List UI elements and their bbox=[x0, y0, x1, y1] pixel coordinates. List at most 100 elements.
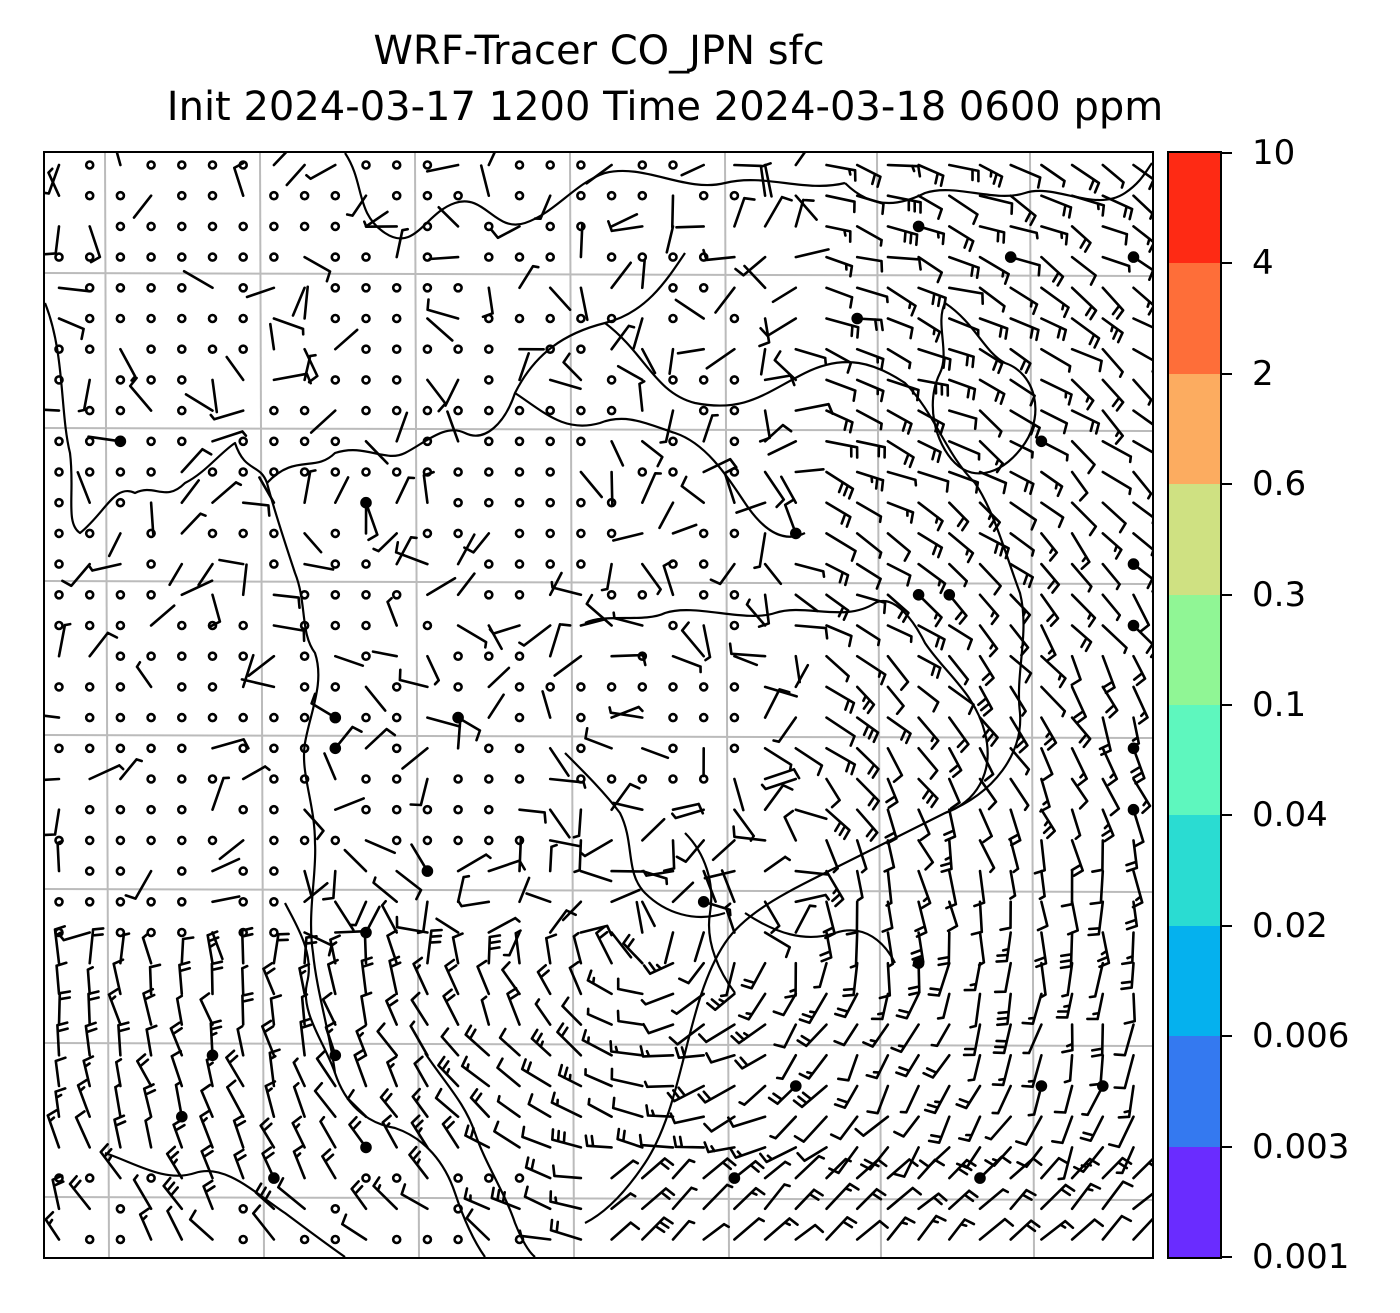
wind-barb bbox=[641, 1216, 674, 1241]
wind-barb bbox=[676, 347, 705, 355]
parallel-line bbox=[45, 888, 1152, 893]
wind-barb bbox=[1009, 654, 1033, 684]
calm-circle bbox=[729, 436, 740, 447]
wind-barb bbox=[442, 988, 460, 1026]
wind-barb bbox=[334, 797, 365, 811]
wind-barb bbox=[465, 1208, 491, 1241]
wind-barb bbox=[763, 195, 793, 228]
wind-barb bbox=[334, 476, 350, 504]
calm-circle bbox=[514, 252, 525, 262]
wind-barb bbox=[886, 654, 910, 691]
wind-barb bbox=[584, 1068, 613, 1088]
wind-barb bbox=[886, 347, 912, 370]
wind-barb bbox=[1117, 1084, 1135, 1119]
wind-barb bbox=[837, 1054, 859, 1082]
wind-barb bbox=[978, 194, 1014, 215]
wind-barb bbox=[291, 286, 306, 317]
wind-barb bbox=[881, 900, 894, 933]
wind-barb bbox=[1070, 470, 1089, 502]
wind-barb bbox=[548, 286, 572, 312]
wind-barb bbox=[753, 532, 767, 570]
wind-barb bbox=[119, 347, 137, 382]
wind-barb bbox=[885, 777, 899, 809]
wind-barb bbox=[524, 1156, 552, 1180]
calm-circle bbox=[545, 497, 556, 508]
calm-circle bbox=[453, 344, 463, 354]
calm-circle bbox=[269, 528, 279, 539]
calm-circle bbox=[146, 344, 156, 354]
wind-barb bbox=[84, 1021, 98, 1057]
wind-barb bbox=[794, 654, 801, 684]
calm-circle bbox=[299, 589, 310, 600]
calm-circle bbox=[146, 528, 156, 539]
calm-circle bbox=[391, 743, 402, 754]
calm-circle bbox=[269, 896, 279, 907]
wind-barb bbox=[303, 808, 325, 841]
wind-barb bbox=[45, 777, 61, 782]
wind-barb bbox=[798, 1054, 828, 1080]
wind-barb bbox=[917, 839, 935, 871]
wind-barb bbox=[1132, 347, 1152, 373]
calm-circle bbox=[668, 160, 678, 170]
wind-barb bbox=[425, 163, 460, 173]
wind-barb bbox=[948, 409, 978, 431]
wind-barb bbox=[1009, 777, 1030, 812]
wind-barb bbox=[1063, 1054, 1074, 1084]
wind-barb bbox=[794, 1188, 824, 1211]
wind-barb bbox=[426, 716, 462, 728]
calm-circle bbox=[146, 283, 156, 293]
wind-barb bbox=[917, 593, 943, 628]
calm-circle bbox=[269, 712, 279, 723]
wind-barb bbox=[371, 650, 398, 658]
calm-circle bbox=[483, 743, 494, 754]
wind-barb bbox=[437, 1055, 460, 1088]
calm-circle bbox=[115, 313, 126, 324]
wind-barb bbox=[662, 559, 675, 597]
wind-barb bbox=[272, 317, 305, 336]
wind-barb bbox=[622, 933, 644, 965]
wind-barb bbox=[825, 378, 857, 402]
wind-barb bbox=[138, 1207, 153, 1241]
wind-barb bbox=[1125, 839, 1139, 873]
calm-circle bbox=[146, 896, 156, 907]
wind-barb bbox=[241, 653, 255, 689]
wind-barb bbox=[364, 685, 387, 712]
calm-circle bbox=[729, 682, 740, 692]
wind-barb bbox=[87, 990, 100, 1026]
wind-barb bbox=[395, 869, 423, 901]
calm-circle bbox=[207, 712, 218, 723]
wind-barb bbox=[948, 1158, 977, 1180]
wind-barb bbox=[45, 714, 61, 719]
wind-barb bbox=[612, 611, 644, 627]
calm-circle bbox=[269, 252, 279, 262]
wind-barb bbox=[917, 470, 950, 493]
wind-barb bbox=[855, 777, 881, 811]
wind-barb bbox=[206, 930, 220, 965]
wind-barb bbox=[769, 1115, 798, 1140]
calm-circle bbox=[422, 283, 433, 293]
calm-circle bbox=[729, 712, 740, 723]
wind-barb bbox=[917, 716, 940, 750]
wind-barb bbox=[917, 317, 942, 343]
colorbar-tick bbox=[1222, 593, 1232, 596]
map-panel[interactable] bbox=[43, 151, 1154, 1259]
calm-circle bbox=[514, 1234, 525, 1245]
wind-barb bbox=[561, 996, 583, 1026]
wind-barb bbox=[1040, 562, 1061, 594]
wind-barb bbox=[825, 255, 854, 278]
wind-barb bbox=[68, 1175, 91, 1211]
wind-barb bbox=[886, 194, 922, 214]
meridian-line bbox=[104, 153, 110, 1257]
wind-barb bbox=[1051, 1115, 1074, 1145]
wind-barb bbox=[610, 213, 639, 228]
wind-barb bbox=[978, 593, 1000, 626]
calm-circle bbox=[729, 743, 740, 754]
barb-station-dot bbox=[912, 957, 925, 970]
wind-barb bbox=[1101, 1214, 1133, 1241]
wind-barb bbox=[585, 593, 613, 627]
wind-barb bbox=[886, 378, 920, 402]
wind-barb bbox=[490, 225, 521, 240]
wind-barb bbox=[671, 808, 705, 820]
calm-circle bbox=[453, 804, 463, 815]
calm-circle bbox=[299, 835, 310, 846]
